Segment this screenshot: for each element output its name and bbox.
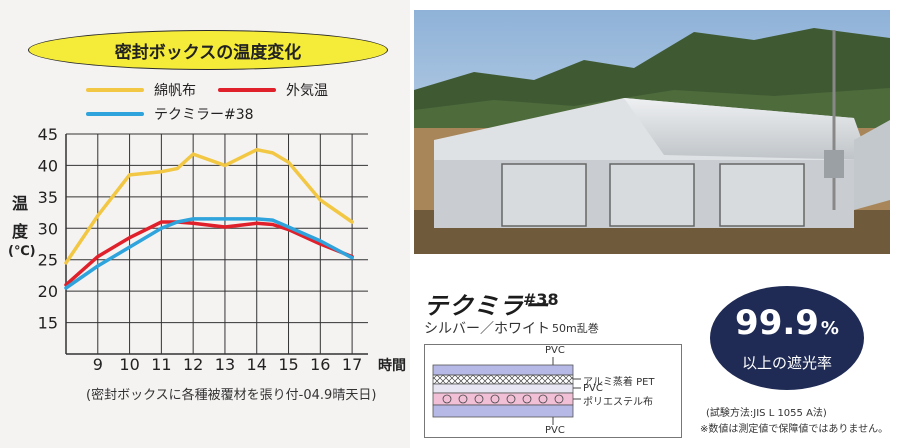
data-point-outside [191, 221, 195, 225]
greenhouse-photo [414, 10, 890, 254]
layer-top-label: PVC [545, 345, 565, 356]
x-tick-label: 17 [342, 355, 362, 374]
data-point-tekumira [128, 245, 132, 249]
legend-swatch-tekumira [86, 112, 144, 116]
data-point-cotton [318, 198, 322, 202]
disclaimer-note: ※数値は測定値で保障値ではありません。 [700, 424, 889, 435]
data-point-tekumira [96, 264, 100, 268]
layer-label-polyester: ポリエステル布 [583, 397, 653, 408]
layer-label-pvc: PVC [583, 383, 603, 394]
x-tick-label: 10 [119, 355, 139, 374]
data-point-cotton [287, 160, 291, 164]
data-point-outside [271, 223, 275, 227]
data-point-cotton [128, 173, 132, 177]
data-point-cotton [96, 214, 100, 218]
data-point-cotton [159, 170, 163, 174]
data-point-tekumira [64, 286, 68, 290]
product-number: #38 [523, 290, 559, 309]
data-point-cotton [191, 152, 195, 156]
chart-panel: 密封ボックスの温度変化 綿帆布 外気温 テクミラー#38 温 度 (℃) 15 2… [0, 0, 410, 448]
data-point-outside [223, 225, 227, 229]
layer-bottom-label: PVC [545, 425, 565, 436]
y-tick-label: 25 [38, 251, 58, 270]
x-tick-label: 16 [310, 355, 330, 374]
data-point-tekumira [191, 217, 195, 221]
test-method-note: (試験方法:JIS L 1055 A法) [706, 408, 827, 419]
chart-caption: (密封ボックスに各種被覆材を張り付-04.9晴天日) [86, 388, 377, 403]
x-tick-label: 15 [278, 355, 298, 374]
shading-rate-badge: 99.9% 以上の遮光率 [710, 286, 864, 390]
x-axis-label: 時間 [378, 357, 406, 374]
data-point-cotton [271, 151, 275, 155]
legend-label-cotton: 綿帆布 [154, 83, 196, 99]
badge-text: 以上の遮光率 [741, 353, 832, 372]
x-tick-label: 9 [93, 355, 103, 374]
data-point-outside [159, 220, 163, 224]
y-tick-label: 30 [38, 219, 58, 238]
y-axis-label-3: (℃) [8, 244, 36, 259]
data-point-cotton [64, 261, 68, 265]
y-tick-label: 45 [38, 125, 58, 144]
legend-item-tekumira: テクミラー#38 [86, 104, 254, 124]
badge-value-wrap: 99.9% [735, 304, 839, 348]
badge-unit: % [820, 317, 839, 339]
legend-label-outside: 外気温 [286, 83, 328, 99]
y-tick-label: 20 [38, 282, 58, 301]
data-point-tekumira [350, 256, 354, 260]
data-point-tekumira [159, 226, 163, 230]
layer-diagram: PVC PVC アルミ蒸着 PET PVC ポリエステル布 [424, 344, 682, 438]
data-point-tekumira [175, 220, 179, 224]
product-subtitle: シルバー／ホワイト [424, 321, 550, 337]
x-tick-label: 13 [215, 355, 235, 374]
x-tick-label: 12 [183, 355, 203, 374]
y-tick-label: 35 [38, 188, 58, 207]
data-point-outside [318, 242, 322, 246]
product-roll: 50m乱巻 [552, 322, 599, 335]
series-line-cotton [64, 147, 354, 265]
series-line-outside [64, 220, 354, 287]
legend-swatch-outside [218, 88, 276, 92]
data-point-cotton [255, 148, 259, 152]
chart-title: 密封ボックスの温度変化 [28, 30, 388, 70]
legend-item-cotton: 綿帆布 [86, 80, 196, 100]
temperature-chart: 15 20 25 30 35 40 45 9 10 11 12 13 14 15 16 17 時間 [38, 125, 406, 374]
data-point-cotton [350, 220, 354, 224]
data-point-outside [255, 221, 259, 225]
data-point-tekumira [223, 217, 227, 221]
data-point-outside [96, 255, 100, 259]
y-axis-label-1: 温 [12, 194, 29, 213]
y-tick-label: 40 [38, 156, 58, 175]
legend-item-outside: 外気温 [218, 80, 328, 100]
x-tick-label: 11 [151, 355, 171, 374]
y-tick-label: 15 [38, 314, 58, 333]
legend-swatch-cotton [86, 88, 144, 92]
data-point-tekumira [318, 239, 322, 243]
legend-label-tekumira: テクミラー#38 [154, 107, 254, 123]
badge-value: 99.9 [735, 302, 819, 343]
data-point-tekumira [287, 225, 291, 229]
data-point-cotton [175, 167, 179, 171]
layer-label-pet: アルミ蒸着 PET [583, 377, 655, 388]
y-axis-label-2: 度 [12, 222, 29, 241]
data-point-cotton [223, 163, 227, 167]
data-point-tekumira [271, 218, 275, 222]
data-point-tekumira [255, 217, 259, 221]
data-point-outside [128, 236, 132, 240]
x-tick-label: 14 [247, 355, 267, 374]
series-line-tekumira [64, 217, 354, 290]
product-logo: テクミラー [424, 292, 549, 320]
